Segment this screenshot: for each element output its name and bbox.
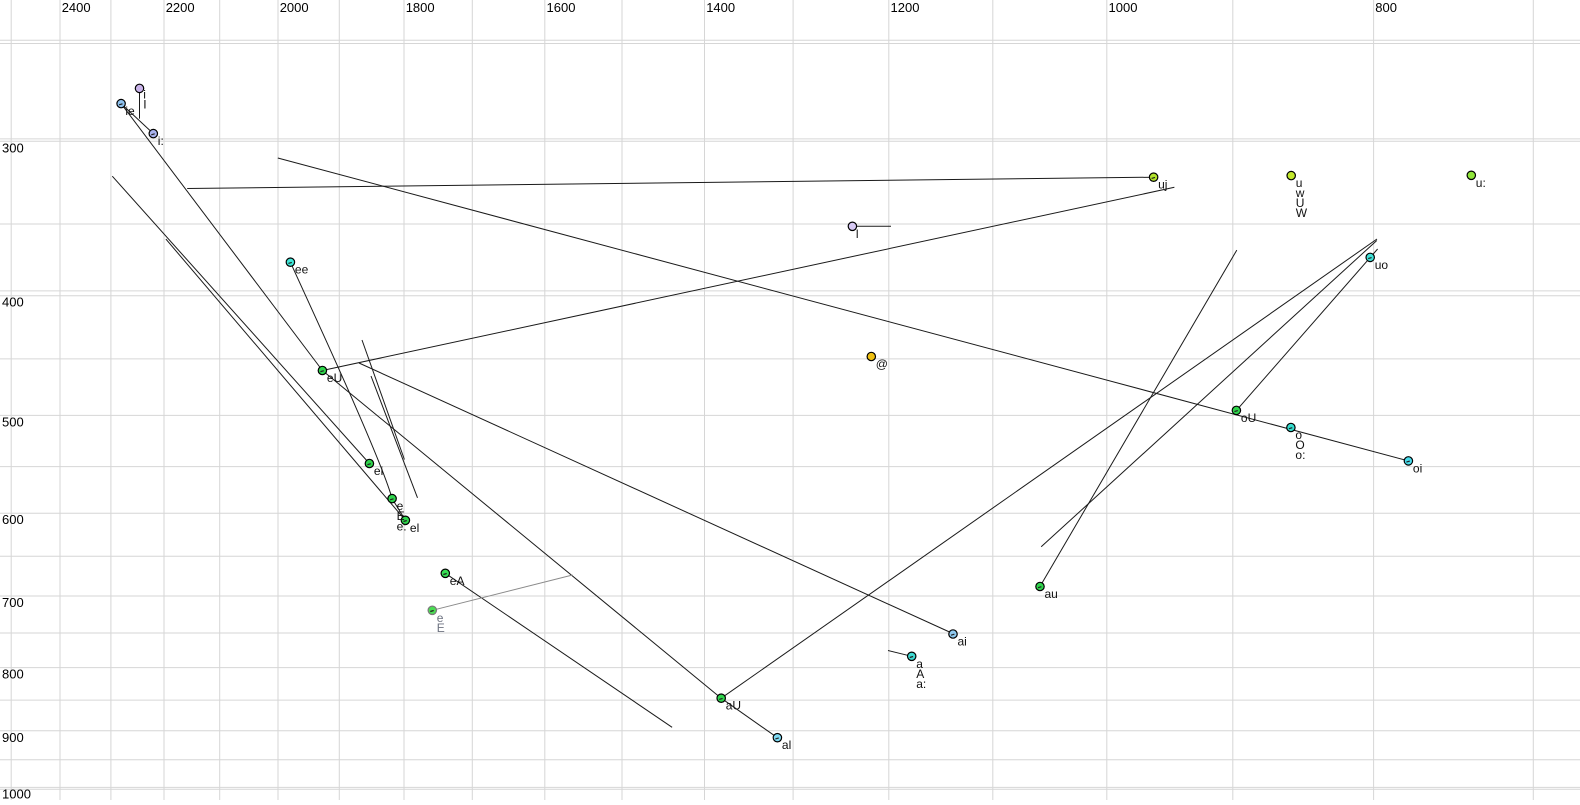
svg-text:al: al xyxy=(782,738,791,752)
svg-text:eA: eA xyxy=(450,574,465,588)
svg-text:o:: o: xyxy=(1295,448,1305,462)
svg-text:600: 600 xyxy=(2,512,24,527)
svg-text:U: U xyxy=(1296,196,1305,210)
svg-text:aU: aU xyxy=(726,699,741,713)
svg-text:e:: e: xyxy=(397,520,407,534)
svg-text:el: el xyxy=(410,521,419,535)
svg-text:e: e xyxy=(397,499,404,513)
svg-text:1800: 1800 xyxy=(406,0,435,15)
svg-text:I: I xyxy=(143,98,146,112)
svg-text:uj: uj xyxy=(1158,178,1167,192)
svg-text:o: o xyxy=(1295,428,1302,442)
svg-text:800: 800 xyxy=(1375,0,1397,15)
svg-text:a:: a: xyxy=(916,677,926,691)
svg-text:l: l xyxy=(856,227,859,241)
svg-text:2000: 2000 xyxy=(280,0,309,15)
svg-text:2200: 2200 xyxy=(166,0,195,15)
svg-text:400: 400 xyxy=(2,295,24,310)
svg-text:W: W xyxy=(1296,206,1308,220)
svg-text:500: 500 xyxy=(2,414,24,429)
svg-text:700: 700 xyxy=(2,595,24,610)
svg-text:800: 800 xyxy=(2,667,24,682)
svg-text:E: E xyxy=(437,621,445,635)
svg-text:au: au xyxy=(1045,587,1058,601)
svg-text:1200: 1200 xyxy=(891,0,920,15)
svg-text:1000: 1000 xyxy=(2,786,31,800)
svg-text:2400: 2400 xyxy=(62,0,91,15)
svg-text:1600: 1600 xyxy=(547,0,576,15)
svg-text:ai: ai xyxy=(958,635,967,649)
svg-text:w: w xyxy=(1295,186,1305,200)
svg-text:a: a xyxy=(916,657,923,671)
svg-text:300: 300 xyxy=(2,140,24,155)
svg-text:1000: 1000 xyxy=(1109,0,1138,15)
svg-text:ee: ee xyxy=(295,263,309,277)
svg-text:uo: uo xyxy=(1375,258,1389,272)
svg-text:u:: u: xyxy=(1476,176,1486,190)
svg-text:oU: oU xyxy=(1241,411,1256,425)
svg-text:900: 900 xyxy=(2,730,24,745)
svg-text:@: @ xyxy=(876,357,888,371)
svg-text:ei: ei xyxy=(374,464,383,478)
svg-text:ie: ie xyxy=(125,104,135,118)
svg-text:O: O xyxy=(1295,438,1304,452)
svg-text:u: u xyxy=(1296,176,1303,190)
svg-text:A: A xyxy=(916,667,924,681)
svg-text:oi: oi xyxy=(1413,461,1422,475)
svg-text:e: e xyxy=(437,611,444,625)
svg-text:1400: 1400 xyxy=(706,0,735,15)
svg-text:i:: i: xyxy=(158,134,164,148)
svg-text:E: E xyxy=(397,509,405,523)
svg-text:i: i xyxy=(143,88,146,102)
svg-text:eU: eU xyxy=(327,371,342,385)
